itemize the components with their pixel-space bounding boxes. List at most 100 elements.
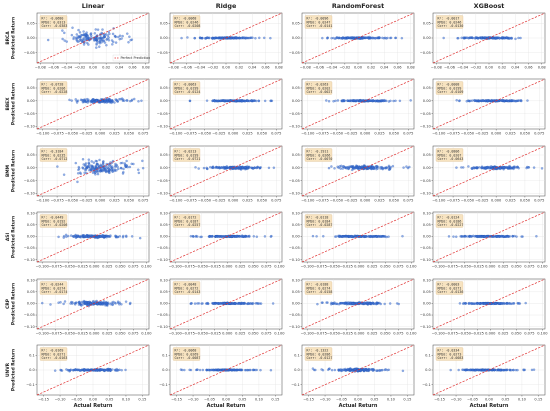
- x-tick-label: 0.000: [222, 265, 233, 269]
- y-tick-label: 0.1: [162, 353, 168, 357]
- stats-box: [304, 214, 333, 228]
- x-tick-label: 0.075: [261, 265, 271, 269]
- stats-rmse: RMSE: 0.0274: [307, 286, 331, 290]
- stats-box: [172, 281, 201, 295]
- x-tick-label: −0.050: [458, 332, 472, 336]
- y-tick-label: −0.10: [289, 125, 301, 129]
- stats-r2: R²: -0.0244: [42, 283, 64, 287]
- data-point: [339, 36, 342, 40]
- x-tick-label: 0.100: [141, 265, 152, 269]
- data-point: [344, 234, 348, 238]
- y-tick-label: −0.10: [157, 192, 169, 196]
- data-point: [107, 30, 110, 34]
- data-point: [84, 33, 87, 36]
- y-tick-label: 0.05: [423, 21, 431, 25]
- data-point: [228, 302, 232, 305]
- data-point: [70, 33, 74, 37]
- data-point: [387, 100, 391, 103]
- data-point: [81, 101, 85, 104]
- data-point: [77, 172, 80, 175]
- stats-r2: R²: -0.0728: [42, 83, 64, 87]
- x-tick-label: 0.15: [534, 398, 542, 402]
- data-point: [372, 166, 376, 170]
- data-point: [493, 368, 496, 372]
- data-point: [83, 163, 87, 166]
- data-point: [254, 37, 257, 40]
- stats-corr: Corr: -0.0027: [307, 90, 333, 94]
- y-tick-label: −0.05: [157, 51, 168, 55]
- stats-corr: Corr: -0.0124: [175, 90, 201, 94]
- x-tick-label: −0.050: [458, 265, 472, 269]
- data-point: [141, 159, 144, 163]
- stats-rmse: RMSE: 0.0235: [42, 153, 66, 157]
- data-point: [330, 165, 333, 168]
- data-point: [207, 302, 210, 306]
- data-point: [325, 301, 328, 304]
- x-tick-label: 0.050: [248, 332, 259, 336]
- data-point: [56, 165, 59, 168]
- data-point: [370, 36, 373, 40]
- data-point: [111, 32, 115, 36]
- data-point: [315, 235, 318, 238]
- data-point: [71, 368, 75, 372]
- data-point: [233, 302, 237, 305]
- data-point: [470, 167, 474, 170]
- x-tick-label: 0.025: [367, 265, 377, 269]
- data-point: [471, 302, 475, 305]
- x-tick-label: 0.000: [360, 132, 371, 136]
- y-tick-label: −0.05: [289, 51, 300, 55]
- data-point: [193, 302, 197, 305]
- x-tick-label: 0.025: [109, 199, 119, 203]
- scatter-panel: −0.08 −0.06 −0.04 −0.02 0.00 0.02 0.04 0.06 0.08…: [157, 12, 283, 70]
- data-point: [349, 367, 352, 370]
- data-point: [392, 99, 395, 103]
- stats-box: [435, 214, 464, 228]
- x-axis-title: Actual Return: [470, 403, 509, 409]
- x-tick-label: 0.000: [95, 132, 106, 136]
- data-point: [62, 236, 65, 239]
- row-dataset-label: BRCA: [5, 31, 11, 45]
- x-tick-label: −0.08: [168, 66, 180, 70]
- x-tick-label: −0.100: [432, 265, 446, 269]
- x-tick-label: 0.10: [387, 398, 396, 402]
- data-point: [234, 99, 237, 102]
- stats-rmse: RMSE: 0.0246: [438, 20, 462, 24]
- data-point: [240, 36, 243, 40]
- data-point: [100, 36, 103, 39]
- data-point: [85, 97, 89, 101]
- stats-corr: Corr: -0.0721: [175, 157, 201, 161]
- perfect-prediction-line: [169, 12, 283, 64]
- x-tick-label: 0.075: [524, 265, 534, 269]
- data-point: [77, 165, 80, 169]
- data-point: [255, 368, 258, 372]
- data-point: [272, 166, 276, 169]
- data-point: [98, 45, 101, 48]
- data-point: [229, 36, 233, 40]
- data-point: [107, 39, 111, 42]
- data-point: [398, 99, 402, 103]
- data-point: [362, 36, 365, 40]
- data-point: [196, 302, 199, 305]
- stats-rmse: RMSE: 0.0247: [307, 20, 331, 24]
- data-point: [375, 165, 379, 168]
- stats-box: [172, 347, 201, 361]
- data-point: [514, 37, 517, 41]
- data-point: [180, 36, 183, 40]
- data-point: [81, 303, 85, 306]
- x-tick-label: −0.025: [475, 132, 488, 136]
- y-tick-label: 0.05: [292, 86, 300, 90]
- stats-rmse: RMSE: 0.0199: [175, 86, 199, 90]
- y-tick-label: 0.00: [292, 302, 301, 306]
- perfect-prediction-line: [36, 344, 150, 396]
- data-point: [384, 166, 388, 170]
- data-point: [473, 99, 476, 102]
- stats-corr: Corr: -0.0130: [438, 24, 464, 28]
- x-tick-label: −0.100: [432, 332, 446, 336]
- x-tick-label: 0.00: [89, 66, 98, 70]
- data-point: [74, 301, 77, 305]
- data-point: [82, 37, 85, 40]
- data-point: [480, 166, 484, 169]
- x-tick-label: −0.050: [330, 199, 344, 203]
- data-point: [118, 34, 122, 37]
- data-point: [86, 368, 89, 371]
